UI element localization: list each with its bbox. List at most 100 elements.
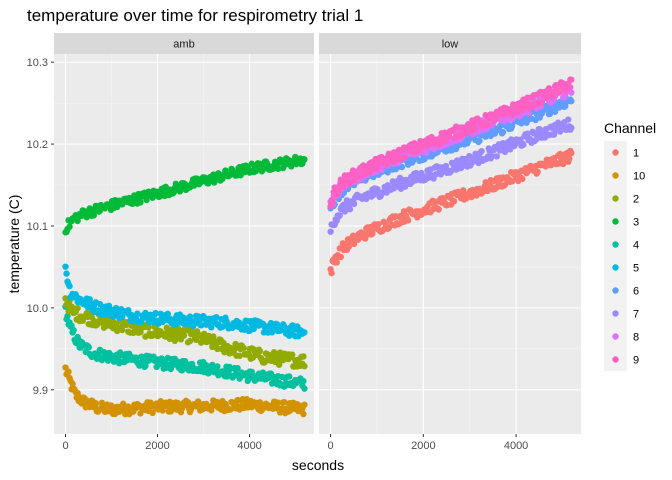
series-channel-10	[62, 364, 308, 418]
legend-swatch-3	[612, 218, 619, 225]
point-channel-1	[354, 236, 362, 243]
y-tick-label: 10.0	[27, 303, 48, 315]
y-axis: 9.9 10.0 10.1 10.2 10.3	[27, 57, 54, 397]
x-tick-label-amb: 2000	[145, 440, 169, 452]
point-channel-2	[301, 362, 308, 370]
series-channel-3	[62, 153, 308, 236]
point-channel-3	[274, 165, 282, 172]
point-channel-5	[208, 324, 215, 331]
point-channel-1	[542, 163, 550, 170]
point-channel-7	[488, 153, 495, 160]
point-channel-6	[499, 128, 507, 136]
point-channel-4	[70, 326, 77, 334]
point-channel-9	[484, 121, 491, 129]
legend-swatch-10	[612, 172, 619, 179]
point-channel-2	[240, 344, 247, 352]
points-low	[327, 76, 575, 277]
gridlines-low	[319, 54, 581, 434]
point-channel-3	[90, 212, 98, 219]
point-channel-2	[256, 347, 264, 355]
legend-swatch-7	[612, 310, 619, 317]
point-channel-8	[525, 109, 532, 117]
point-channel-1	[435, 206, 442, 213]
legend-swatch-6	[612, 287, 619, 294]
point-channel-1	[519, 175, 526, 183]
point-channel-1	[534, 168, 541, 176]
point-channel-10	[137, 410, 144, 417]
point-channel-1	[362, 235, 369, 242]
point-channel-10	[78, 400, 85, 407]
point-channel-7	[346, 205, 354, 213]
chart-title: temperature over time for respirometry t…	[27, 6, 363, 25]
point-channel-3	[74, 217, 81, 225]
point-channel-1	[559, 160, 567, 168]
point-channel-2	[74, 304, 81, 312]
legend-swatch-4	[612, 241, 619, 248]
facet-strip-label-amb: amb	[173, 39, 194, 51]
point-channel-2	[180, 332, 188, 339]
legend-label-6: 6	[633, 286, 639, 298]
point-channel-4	[244, 377, 251, 385]
point-channel-2	[236, 352, 243, 360]
point-channel-5	[134, 310, 141, 317]
point-channel-4	[286, 373, 293, 380]
point-channel-6	[562, 102, 569, 110]
legend-title: Channel	[604, 120, 656, 136]
point-channel-10	[301, 401, 308, 408]
point-channel-7	[565, 116, 572, 123]
legend-label-7: 7	[633, 309, 639, 321]
point-channel-1	[333, 259, 340, 266]
point-channel-6	[568, 97, 575, 105]
series-channel-7	[327, 116, 575, 235]
point-channel-9	[472, 126, 479, 133]
point-channel-9	[538, 99, 545, 106]
point-channel-4	[234, 365, 241, 372]
x-axis-title: seconds	[292, 457, 344, 473]
x-tick-label-amb: 4000	[237, 440, 261, 452]
legend-label-1: 1	[633, 148, 639, 160]
point-channel-2	[186, 337, 194, 345]
point-channel-9	[492, 115, 500, 122]
y-axis-title: temperature (C)	[6, 195, 22, 294]
point-channel-5	[86, 296, 94, 303]
point-channel-6	[476, 137, 483, 144]
point-channel-2	[210, 333, 217, 340]
point-channel-9	[566, 83, 573, 90]
point-channel-7	[493, 153, 501, 160]
point-channel-4	[248, 368, 255, 376]
legend-label-10: 10	[633, 171, 645, 183]
point-channel-10	[280, 398, 288, 406]
point-channel-9	[329, 196, 336, 204]
facet-panel-amb: amb	[54, 33, 314, 434]
point-channel-6	[508, 122, 516, 130]
point-channel-8	[423, 149, 430, 156]
point-channel-4	[133, 354, 140, 361]
point-channel-10	[120, 400, 127, 407]
point-channel-10	[274, 399, 282, 406]
point-channel-10	[149, 409, 156, 417]
point-channel-1	[375, 220, 382, 228]
facet-panel-low: low	[319, 33, 581, 434]
point-channel-5	[164, 310, 171, 318]
point-channel-5	[66, 282, 73, 290]
point-channel-7	[442, 162, 450, 170]
series-channel-5	[62, 263, 308, 340]
legend-swatch-2	[612, 195, 619, 202]
point-channel-1	[566, 155, 573, 162]
point-channel-9	[514, 109, 521, 116]
point-channel-9	[555, 89, 563, 96]
point-channel-2	[279, 356, 287, 364]
series-channel-1	[327, 147, 575, 277]
point-channel-5	[273, 321, 281, 328]
x-axis: 0 2000 4000 0 2000 4000	[62, 434, 528, 452]
x-tick-label-low: 4000	[504, 440, 528, 452]
point-channel-8	[568, 89, 575, 96]
point-channel-7	[524, 130, 531, 137]
point-channel-10	[184, 399, 192, 406]
facet-strip-low	[319, 33, 581, 54]
point-channel-3	[66, 223, 73, 230]
point-channel-7	[568, 124, 575, 132]
y-tick-label: 10.1	[27, 221, 48, 233]
y-tick-label: 10.2	[27, 139, 48, 151]
